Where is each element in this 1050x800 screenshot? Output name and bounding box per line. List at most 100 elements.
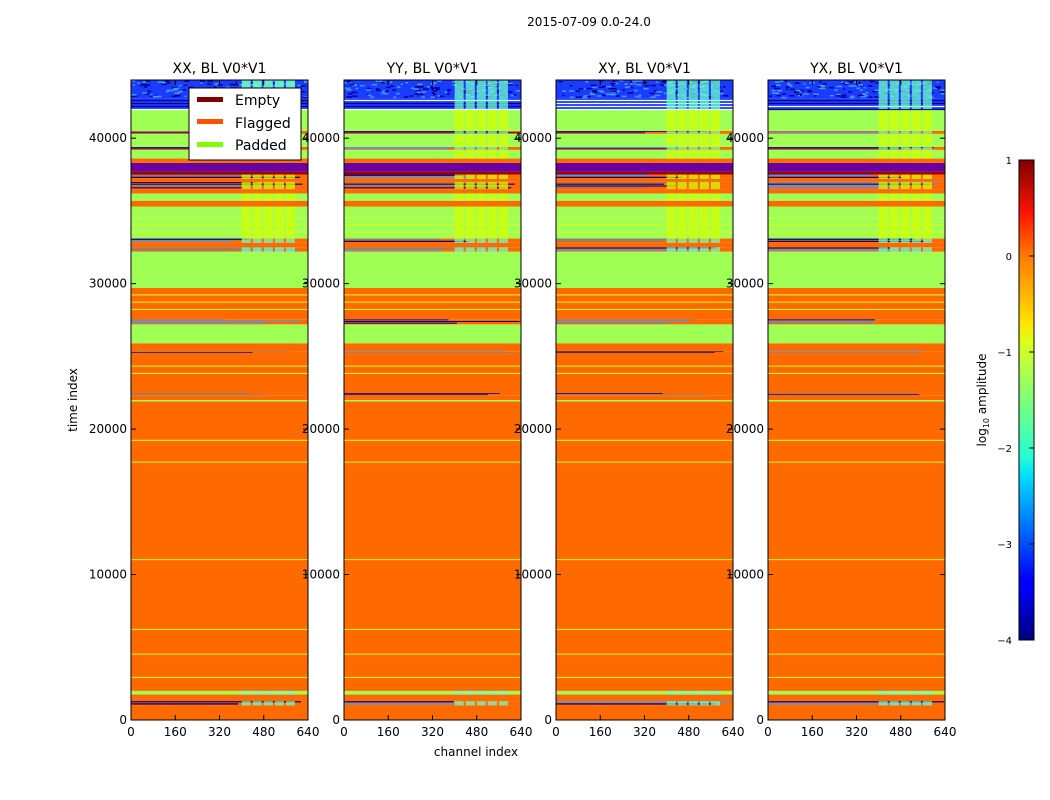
data-column [922, 130, 932, 134]
band-mixed-line [131, 240, 234, 243]
noise-speck [143, 86, 148, 88]
band-thin [768, 676, 945, 678]
noise-speck [799, 89, 805, 92]
band-flagged [131, 373, 308, 394]
y-tick-label: 10000 [89, 568, 127, 582]
band-flagged [131, 158, 308, 163]
band-mixed-line [556, 181, 722, 183]
noise-speck [786, 82, 790, 85]
data-column [487, 690, 497, 695]
band-flagged [768, 560, 945, 629]
data-column [241, 238, 251, 243]
band-thin [344, 439, 521, 441]
y-tick-label: 30000 [726, 277, 764, 291]
data-column [476, 232, 486, 239]
band-padded [556, 218, 733, 225]
noise-speck [431, 92, 436, 94]
y-tick-label: 0 [119, 713, 127, 727]
band-mixed-base [556, 238, 733, 243]
noise-speck [575, 90, 580, 92]
data-column [274, 701, 284, 706]
band-flagged [131, 366, 308, 373]
band-thin [556, 231, 733, 233]
data-column [274, 690, 284, 695]
noise-speck [350, 83, 355, 86]
x-axis-label: channel index [434, 745, 518, 759]
data-column [252, 232, 262, 239]
band-stripe [344, 99, 521, 102]
band-thin [556, 224, 733, 226]
data-column [487, 193, 497, 201]
colorbar-label-base: log [975, 428, 989, 446]
noise-speck [301, 90, 306, 93]
band-purple [344, 162, 521, 172]
band-mixed-line [131, 176, 300, 179]
data-column [454, 109, 464, 131]
noise-speck [513, 94, 517, 96]
data-column [900, 109, 910, 131]
noise-speck [627, 92, 634, 94]
x-tick-label: 0 [127, 725, 135, 739]
data-column [241, 181, 251, 190]
data-column [889, 181, 899, 190]
noise-speck [607, 85, 612, 88]
band-flagged [768, 343, 945, 352]
data-column [889, 174, 899, 179]
band-mixed-line [344, 322, 457, 324]
band-flagged [556, 677, 733, 691]
data-column [922, 206, 932, 218]
noise-speck [649, 92, 655, 95]
data-column [274, 181, 284, 190]
noise-speck [171, 86, 178, 89]
data-column [677, 218, 687, 225]
data-column [900, 181, 910, 190]
band-thin [768, 365, 945, 367]
panel-title: YX, BL V0*V1 [809, 61, 903, 77]
data-column [911, 133, 921, 147]
data-column [274, 232, 284, 239]
data-column [889, 133, 899, 147]
band-flagged [768, 309, 945, 320]
noise-speck [813, 93, 819, 96]
band-stripe [768, 102, 945, 105]
band-thin [556, 301, 733, 303]
noise-speck [795, 82, 800, 84]
data-column [710, 174, 720, 179]
x-tick-label: 0 [764, 725, 772, 739]
band-thin [556, 653, 733, 655]
band-flagged [131, 302, 308, 309]
noise-speck [908, 81, 912, 83]
x-tick-label: 480 [252, 725, 275, 739]
band-purple [768, 162, 945, 172]
band-padded [768, 400, 945, 402]
data-column [285, 174, 295, 179]
noise-speck [836, 95, 842, 97]
data-column [900, 206, 910, 218]
band-flagged [131, 401, 308, 440]
band-flagged [768, 677, 945, 691]
noise-speck [598, 86, 604, 89]
noise-speck [834, 89, 838, 91]
data-column [476, 133, 486, 147]
noise-speck [940, 93, 945, 95]
noise-speck [302, 96, 308, 99]
noise-speck [876, 90, 879, 93]
data-column [699, 247, 709, 252]
band-thin [556, 461, 733, 463]
data-column [487, 133, 497, 147]
noise-speck [414, 93, 420, 95]
band-flagged [344, 560, 521, 629]
band-flagged [131, 462, 308, 560]
x-tick-label: 480 [677, 725, 700, 739]
band-padded [344, 232, 521, 239]
band-flagged [131, 560, 308, 629]
band-mixed-line [556, 176, 683, 179]
noise-speck [359, 84, 365, 87]
data-column [911, 232, 921, 239]
data-column [699, 80, 709, 99]
band-flagged [131, 395, 308, 400]
band-mixed-line [344, 130, 507, 132]
data-column [878, 232, 888, 239]
colorbar-label-rest: amplitude [975, 354, 989, 418]
data-column [878, 109, 888, 131]
